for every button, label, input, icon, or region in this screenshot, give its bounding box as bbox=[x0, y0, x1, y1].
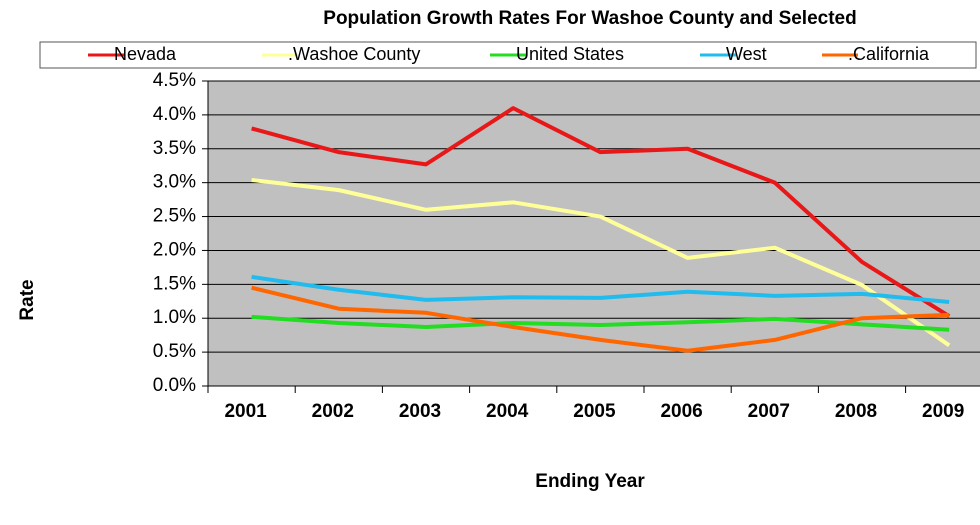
x-tick-label: 2006 bbox=[660, 401, 702, 422]
y-tick-label: 4.5% bbox=[153, 70, 196, 91]
y-tick-label: 0.0% bbox=[153, 375, 196, 396]
legend-label: .Washoe County bbox=[288, 44, 420, 64]
y-tick-label: 2.0% bbox=[153, 239, 196, 260]
y-tick-label: 3.5% bbox=[153, 138, 196, 159]
legend-label: .California bbox=[848, 44, 930, 64]
x-tick-label: 2008 bbox=[835, 401, 877, 422]
y-tick-label: 4.0% bbox=[153, 104, 196, 125]
x-tick-label: 2009 bbox=[922, 401, 964, 422]
x-tick-label: 2001 bbox=[224, 401, 267, 422]
y-tick-label: 1.0% bbox=[153, 307, 196, 328]
x-tick-label: 2005 bbox=[573, 401, 616, 422]
x-tick-label: 2003 bbox=[399, 401, 441, 422]
y-tick-label: 3.0% bbox=[153, 172, 196, 193]
y-axis-label: Rate bbox=[17, 279, 38, 320]
x-tick-label: 2007 bbox=[748, 401, 790, 422]
series-line bbox=[251, 314, 950, 332]
series-line bbox=[251, 106, 951, 318]
legend-label: United States bbox=[516, 44, 624, 64]
legend-label: Nevada bbox=[114, 44, 177, 64]
plot-area bbox=[208, 81, 980, 386]
y-tick-label: 2.5% bbox=[153, 206, 196, 227]
y-tick-label: 0.5% bbox=[153, 341, 196, 362]
legend-label: West bbox=[726, 44, 767, 64]
series-line bbox=[251, 285, 950, 353]
y-tick-label: 1.5% bbox=[153, 273, 196, 294]
chart-title: Population Growth Rates For Washoe Count… bbox=[323, 8, 856, 29]
x-tick-label: 2002 bbox=[312, 401, 354, 422]
series-line bbox=[251, 274, 950, 304]
x-tick-label: 2004 bbox=[486, 401, 529, 422]
series-line bbox=[251, 177, 951, 347]
x-axis-label: Ending Year bbox=[535, 471, 645, 492]
